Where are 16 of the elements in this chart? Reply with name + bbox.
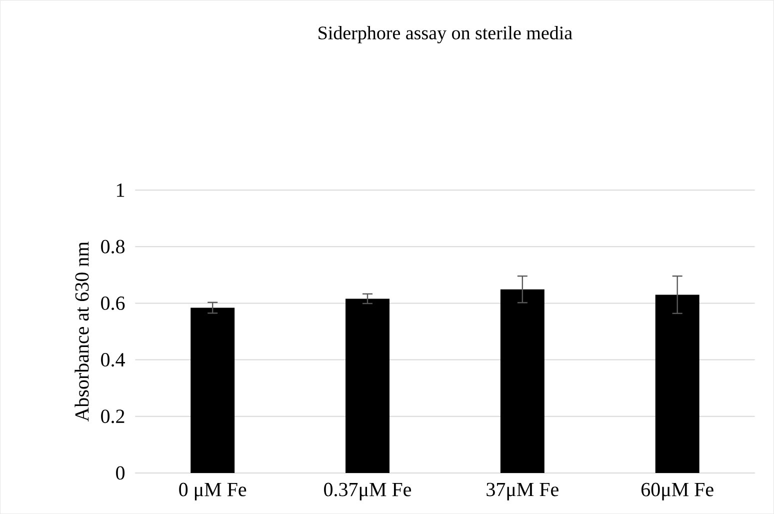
x-tick-label: 60μM Fe (641, 482, 714, 500)
y-tick-label: 0.2 (101, 410, 124, 424)
y-tick-label: 1 (117, 183, 124, 197)
bar (346, 298, 390, 473)
bar (500, 289, 544, 473)
y-tick-label: 0 (116, 466, 125, 480)
bar (655, 294, 700, 473)
y-tick-label: 0.8 (101, 240, 125, 254)
x-tick-label: 0 μM Fe (179, 482, 246, 500)
y-tick-label: 0.4 (101, 352, 125, 367)
y-tick-label: 0.6 (101, 296, 125, 310)
chart-title: Siderphore assay on sterile media (318, 26, 572, 44)
x-tick-label: 0.37μM Fe (324, 482, 412, 500)
y-axis-title: Absorbance at 630 nm (74, 242, 89, 422)
x-tick-label: 37μM Fe (486, 482, 558, 500)
bar (190, 308, 235, 473)
